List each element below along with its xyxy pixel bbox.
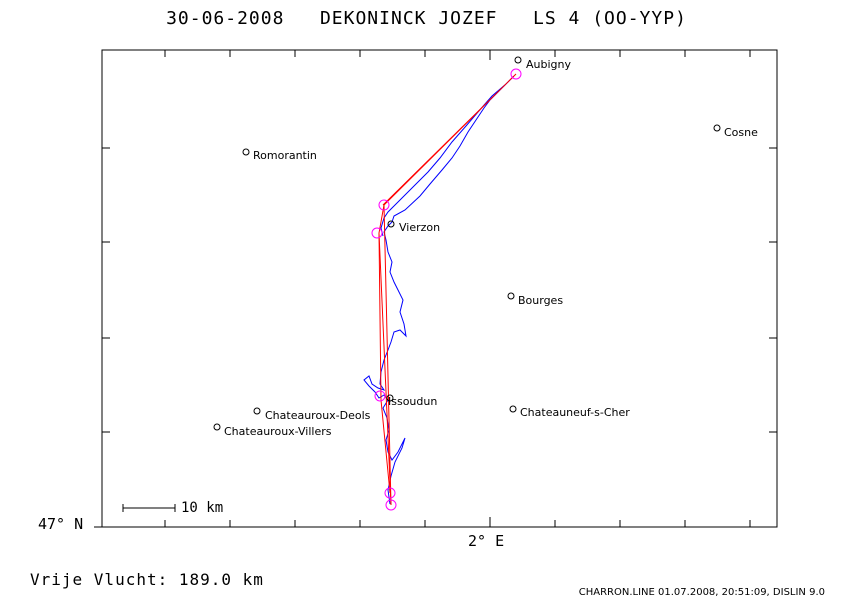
- map-title: 30-06-2008 DEKONINCK JOZEF LS 4 (OO-YYP): [166, 8, 687, 29]
- town-marker-vierzon: [387, 220, 395, 228]
- flight-track: [363, 75, 515, 505]
- town-label-chateauroux-villers: Chateauroux-Villers: [224, 425, 332, 438]
- town-marker-bourges: [507, 292, 515, 300]
- town-label-aubigny: Aubigny: [526, 58, 571, 71]
- town-marker-chateauroux-villers: [213, 423, 221, 431]
- latitude-label: 47° N: [38, 515, 84, 533]
- town-label-romorantin: Romorantin: [253, 149, 317, 162]
- file-info: CHARRON.LINE 01.07.2008, 20:51:09, DISLI…: [578, 587, 825, 598]
- town-label-cosne: Cosne: [724, 126, 758, 139]
- town-marker-aubigny: [514, 56, 522, 64]
- town-marker-romorantin: [242, 148, 250, 156]
- turnpoints: [371, 68, 522, 511]
- town-label-issoudun: Issoudun: [388, 395, 437, 408]
- longitude-label: 2° E: [468, 532, 505, 550]
- town-marker-chateauneuf: [509, 405, 517, 413]
- town-label-chateauneuf: Chateauneuf-s-Cher: [520, 406, 630, 419]
- town-label-vierzon: Vierzon: [399, 221, 440, 234]
- town-marker-cosne: [713, 124, 721, 132]
- distance-label: Vrije Vlucht: 189.0 km: [30, 570, 264, 589]
- tick-marks: [94, 50, 777, 528]
- scale-bar: [122, 504, 176, 512]
- task-lines: [378, 73, 517, 506]
- town-marker-chateauroux-deols: [253, 407, 261, 415]
- town-label-chateauroux-deols: Chateauroux-Deols: [265, 409, 371, 422]
- map-frame: [101, 49, 778, 528]
- town-label-bourges: Bourges: [518, 294, 563, 307]
- scale-bar-label: 10 km: [181, 500, 224, 516]
- town-markers: [213, 56, 721, 431]
- town-marker-issoudun: [386, 394, 394, 402]
